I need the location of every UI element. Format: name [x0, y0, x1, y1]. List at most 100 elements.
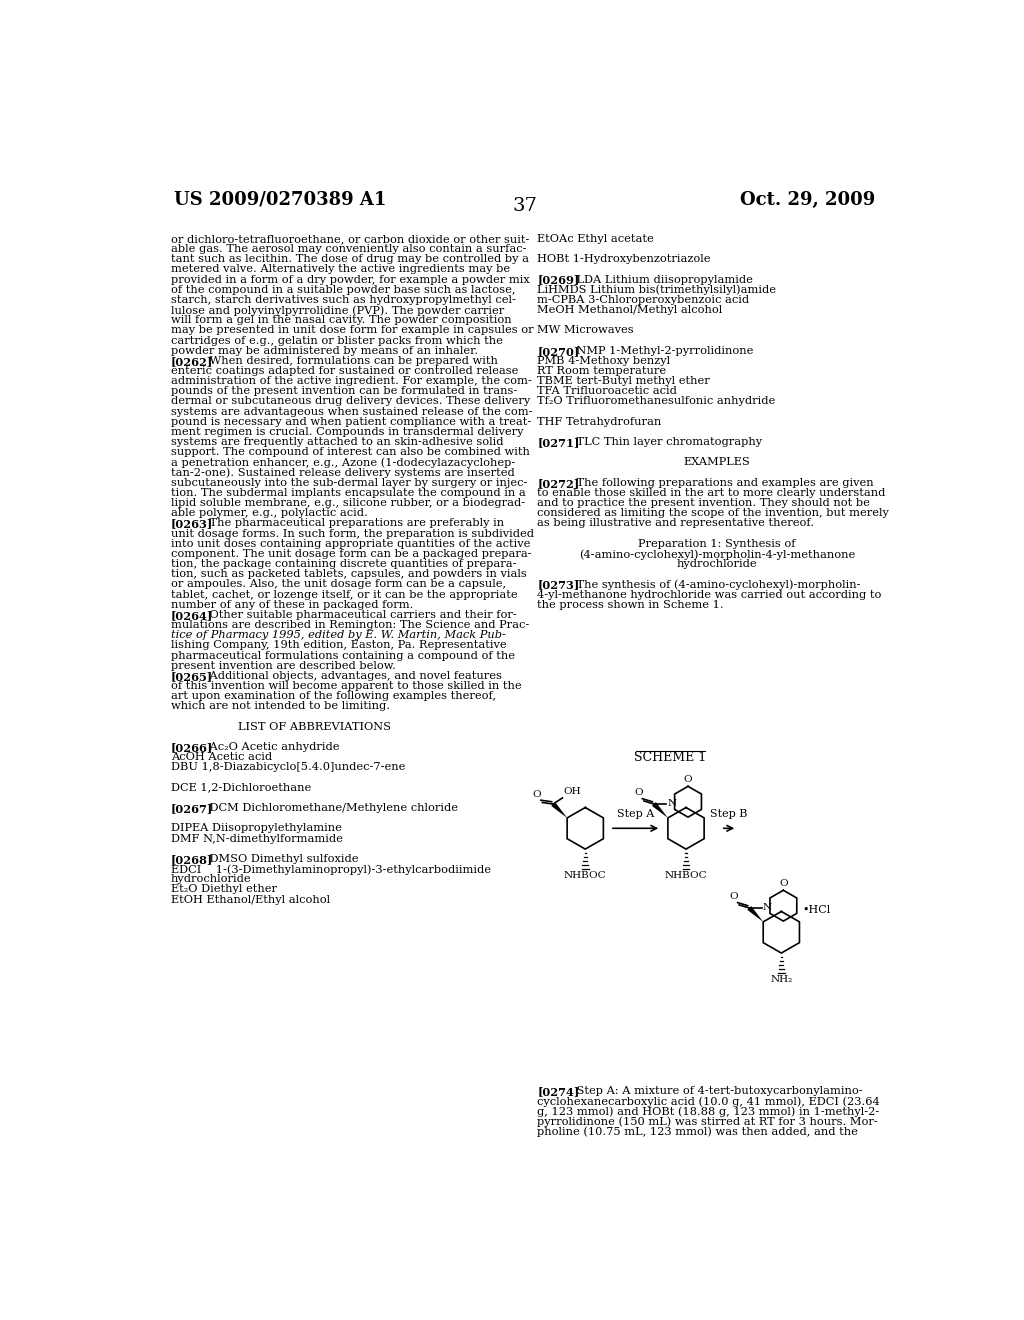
- Text: [0267]: [0267]: [171, 803, 213, 814]
- Text: tion, the package containing discrete quantities of prepara-: tion, the package containing discrete qu…: [171, 560, 516, 569]
- Text: a penetration enhancer, e.g., Azone (1-dodecylazacyclohep-: a penetration enhancer, e.g., Azone (1-d…: [171, 458, 515, 469]
- Text: Tf₂O Trifluoromethanesulfonic anhydride: Tf₂O Trifluoromethanesulfonic anhydride: [538, 396, 775, 407]
- Text: of the compound in a suitable powder base such as lactose,: of the compound in a suitable powder bas…: [171, 285, 515, 294]
- Polygon shape: [551, 803, 567, 818]
- Text: lipid soluble membrane, e.g., silicone rubber, or a biodegrad-: lipid soluble membrane, e.g., silicone r…: [171, 498, 524, 508]
- Text: [0269]: [0269]: [538, 275, 580, 285]
- Text: THF Tetrahydrofuran: THF Tetrahydrofuran: [538, 417, 662, 426]
- Text: the process shown in Scheme 1.: the process shown in Scheme 1.: [538, 599, 724, 610]
- Text: metered valve. Alternatively the active ingredients may be: metered valve. Alternatively the active …: [171, 264, 510, 275]
- Text: EtOH Ethanol/Ethyl alcohol: EtOH Ethanol/Ethyl alcohol: [171, 895, 330, 904]
- Text: systems are advantageous when sustained release of the com-: systems are advantageous when sustained …: [171, 407, 532, 417]
- Text: pharmaceutical formulations containing a compound of the: pharmaceutical formulations containing a…: [171, 651, 515, 660]
- Text: LIST OF ABBREVIATIONS: LIST OF ABBREVIATIONS: [238, 722, 390, 731]
- Text: O: O: [779, 879, 787, 888]
- Text: Step A: A mixture of 4-tert-butoxycarbonylamino-: Step A: A mixture of 4-tert-butoxycarbon…: [562, 1086, 862, 1096]
- Text: able gas. The aerosol may conveniently also contain a surfac-: able gas. The aerosol may conveniently a…: [171, 244, 526, 253]
- Text: The following preparations and examples are given: The following preparations and examples …: [562, 478, 873, 488]
- Text: g, 123 mmol) and HOBt (18.88 g, 123 mmol) in 1-methyl-2-: g, 123 mmol) and HOBt (18.88 g, 123 mmol…: [538, 1106, 880, 1117]
- Text: TBME tert-Butyl methyl ether: TBME tert-Butyl methyl ether: [538, 376, 710, 387]
- Text: Et₂O Diethyl ether: Et₂O Diethyl ether: [171, 884, 276, 895]
- Text: OH: OH: [563, 787, 581, 796]
- Text: cartridges of e.g., gelatin or blister packs from which the: cartridges of e.g., gelatin or blister p…: [171, 335, 503, 346]
- Text: pounds of the present invention can be formulated in trans-: pounds of the present invention can be f…: [171, 387, 517, 396]
- Text: and to practice the present invention. They should not be: and to practice the present invention. T…: [538, 498, 870, 508]
- Text: DCM Dichloromethane/Methylene chloride: DCM Dichloromethane/Methylene chloride: [196, 803, 459, 813]
- Text: cyclohexanecarboxylic acid (10.0 g, 41 mmol), EDCI (23.64: cyclohexanecarboxylic acid (10.0 g, 41 m…: [538, 1097, 880, 1107]
- Text: pyrrolidinone (150 mL) was stirred at RT for 3 hours. Mor-: pyrrolidinone (150 mL) was stirred at RT…: [538, 1117, 878, 1127]
- Text: When desired, formulations can be prepared with: When desired, formulations can be prepar…: [196, 356, 499, 366]
- Text: The synthesis of (4-amino-cyclohexyl)-morpholin-: The synthesis of (4-amino-cyclohexyl)-mo…: [562, 579, 860, 590]
- Text: considered as limiting the scope of the invention, but merely: considered as limiting the scope of the …: [538, 508, 889, 519]
- Text: tice of Pharmacy 1995, edited by E. W. Martin, Mack Pub-: tice of Pharmacy 1995, edited by E. W. M…: [171, 630, 506, 640]
- Text: [0263]: [0263]: [171, 519, 213, 529]
- Text: MeOH Methanol/Methyl alcohol: MeOH Methanol/Methyl alcohol: [538, 305, 723, 315]
- Text: as being illustrative and representative thereof.: as being illustrative and representative…: [538, 519, 814, 528]
- Text: EXAMPLES: EXAMPLES: [684, 458, 751, 467]
- Text: number of any of these in packaged form.: number of any of these in packaged form.: [171, 599, 413, 610]
- Text: to enable those skilled in the art to more clearly understand: to enable those skilled in the art to mo…: [538, 488, 886, 498]
- Text: [0274]: [0274]: [538, 1086, 580, 1097]
- Text: TLC Thin layer chromatography: TLC Thin layer chromatography: [562, 437, 762, 447]
- Text: hydrochloride: hydrochloride: [171, 874, 251, 884]
- Text: LDA Lithium diisopropylamide: LDA Lithium diisopropylamide: [562, 275, 753, 285]
- Text: pholine (10.75 mL, 123 mmol) was then added, and the: pholine (10.75 mL, 123 mmol) was then ad…: [538, 1127, 858, 1138]
- Text: 37: 37: [512, 197, 538, 215]
- Text: Ac₂O Acetic anhydride: Ac₂O Acetic anhydride: [196, 742, 340, 752]
- Text: will form a gel in the nasal cavity. The powder composition: will form a gel in the nasal cavity. The…: [171, 315, 511, 325]
- Text: [0265]: [0265]: [171, 671, 213, 682]
- Text: [0264]: [0264]: [171, 610, 213, 620]
- Text: AcOH Acetic acid: AcOH Acetic acid: [171, 752, 271, 762]
- Text: tablet, cachet, or lozenge itself, or it can be the appropriate: tablet, cachet, or lozenge itself, or it…: [171, 590, 517, 599]
- Text: [0271]: [0271]: [538, 437, 580, 449]
- Text: O: O: [684, 775, 692, 784]
- Text: [0268]: [0268]: [171, 854, 213, 865]
- Text: PMB 4-Methoxy benzyl: PMB 4-Methoxy benzyl: [538, 356, 671, 366]
- Text: [0270]: [0270]: [538, 346, 580, 356]
- Text: starch, starch derivatives such as hydroxypropylmethyl cel-: starch, starch derivatives such as hydro…: [171, 294, 515, 305]
- Text: tan-2-one). Sustained release delivery systems are inserted: tan-2-one). Sustained release delivery s…: [171, 467, 514, 478]
- Text: O: O: [635, 788, 643, 797]
- Text: MW Microwaves: MW Microwaves: [538, 325, 634, 335]
- Text: administration of the active ingredient. For example, the com-: administration of the active ingredient.…: [171, 376, 531, 387]
- Text: HOBt 1-Hydroxybenzotriazole: HOBt 1-Hydroxybenzotriazole: [538, 255, 711, 264]
- Text: O: O: [532, 791, 541, 800]
- Text: lulose and polyvinylpyrrolidine (PVP). The powder carrier: lulose and polyvinylpyrrolidine (PVP). T…: [171, 305, 504, 315]
- Text: [0273]: [0273]: [538, 579, 580, 590]
- Text: DMF N,N-dimethylformamide: DMF N,N-dimethylformamide: [171, 833, 342, 843]
- Text: Step A: Step A: [617, 809, 654, 818]
- Text: [0266]: [0266]: [171, 742, 213, 752]
- Text: DMSO Dimethyl sulfoxide: DMSO Dimethyl sulfoxide: [196, 854, 359, 863]
- Text: EtOAc Ethyl acetate: EtOAc Ethyl acetate: [538, 234, 654, 244]
- Text: N: N: [763, 903, 771, 912]
- Text: [0272]: [0272]: [538, 478, 580, 488]
- Text: NMP 1-Methyl-2-pyrrolidinone: NMP 1-Methyl-2-pyrrolidinone: [562, 346, 754, 355]
- Text: able polymer, e.g., polylactic acid.: able polymer, e.g., polylactic acid.: [171, 508, 368, 519]
- Text: DCE 1,2-Dichloroethane: DCE 1,2-Dichloroethane: [171, 783, 311, 793]
- Text: LiHMDS Lithium bis(trimethylsilyl)amide: LiHMDS Lithium bis(trimethylsilyl)amide: [538, 285, 776, 296]
- Text: may be presented in unit dose form for example in capsules or: may be presented in unit dose form for e…: [171, 325, 534, 335]
- Text: into unit doses containing appropriate quantities of the active: into unit doses containing appropriate q…: [171, 539, 530, 549]
- Text: enteric coatings adapted for sustained or controlled release: enteric coatings adapted for sustained o…: [171, 366, 518, 376]
- Text: tion. The subdermal implants encapsulate the compound in a: tion. The subdermal implants encapsulate…: [171, 488, 525, 498]
- Text: of this invention will become apparent to those skilled in the: of this invention will become apparent t…: [171, 681, 521, 692]
- Text: lishing Company, 19th edition, Easton, Pa. Representative: lishing Company, 19th edition, Easton, P…: [171, 640, 506, 651]
- Text: EDCI    1-(3-Dimethylaminopropyl)-3-ethylcarbodiimide: EDCI 1-(3-Dimethylaminopropyl)-3-ethylca…: [171, 865, 490, 875]
- Text: hydrochloride: hydrochloride: [677, 560, 758, 569]
- Text: m-CPBA 3-Chloroperoxybenzoic acid: m-CPBA 3-Chloroperoxybenzoic acid: [538, 294, 750, 305]
- Text: US 2009/0270389 A1: US 2009/0270389 A1: [174, 191, 387, 209]
- Text: tant such as lecithin. The dose of drug may be controlled by a: tant such as lecithin. The dose of drug …: [171, 255, 528, 264]
- Text: The pharmaceutical preparations are preferably in: The pharmaceutical preparations are pref…: [196, 519, 505, 528]
- Text: SCHEME 1: SCHEME 1: [635, 751, 707, 764]
- Text: art upon examination of the following examples thereof,: art upon examination of the following ex…: [171, 692, 496, 701]
- Text: or ampoules. Also, the unit dosage form can be a capsule,: or ampoules. Also, the unit dosage form …: [171, 579, 506, 590]
- Text: TFA Trifluoroacetic acid: TFA Trifluoroacetic acid: [538, 387, 677, 396]
- Text: NHBOC: NHBOC: [564, 871, 606, 880]
- Text: NHBOC: NHBOC: [665, 871, 708, 880]
- Text: DBU 1,8-Diazabicyclo[5.4.0]undec-7-ene: DBU 1,8-Diazabicyclo[5.4.0]undec-7-ene: [171, 763, 406, 772]
- Text: which are not intended to be limiting.: which are not intended to be limiting.: [171, 701, 389, 711]
- Polygon shape: [652, 803, 668, 818]
- Text: Step B: Step B: [711, 809, 748, 818]
- Text: N: N: [667, 799, 676, 808]
- Text: [0262]: [0262]: [171, 356, 213, 367]
